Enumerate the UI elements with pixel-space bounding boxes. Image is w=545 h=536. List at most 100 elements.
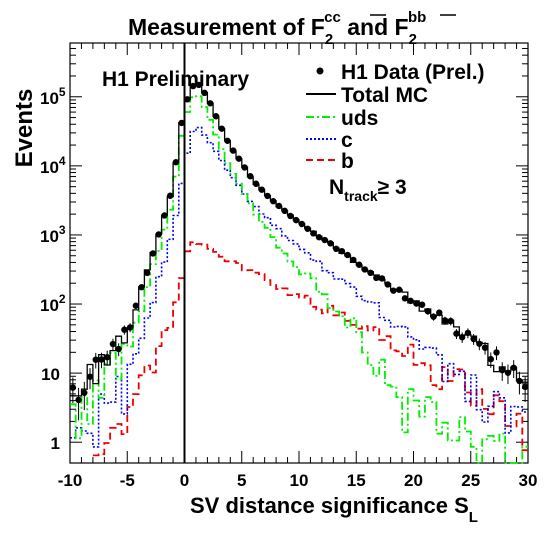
data-point <box>264 192 271 200</box>
data-point <box>212 113 220 120</box>
x-tick-label: 0 <box>180 471 189 490</box>
series-uds-histogram <box>70 95 528 464</box>
series-c-histogram <box>70 126 528 448</box>
legend-entry-uds: uds <box>306 107 378 130</box>
axis-ticks <box>69 42 529 463</box>
data-point <box>98 356 105 363</box>
data-point <box>155 231 162 238</box>
legend-entry-data: H1 Data (Prel.) <box>316 61 485 84</box>
legend-label-total: Total MC <box>341 84 428 107</box>
y-tick-exponent: 3 <box>59 223 66 237</box>
legend-marker-data <box>316 67 324 75</box>
series-b-histogram <box>92 241 528 457</box>
data-point <box>92 356 99 363</box>
data-point <box>418 301 426 308</box>
data-point <box>361 266 369 273</box>
data-point <box>207 100 214 107</box>
y-tick-base: 10 <box>40 227 59 246</box>
data-point <box>178 119 185 127</box>
legend-label-b: b <box>341 150 354 173</box>
title-sub-1: 2 <box>325 31 333 48</box>
data-point <box>424 308 432 315</box>
legend-label-data: H1 Data (Prel.) <box>341 61 485 84</box>
y-tick-exponent: 2 <box>59 292 66 306</box>
data-point <box>161 212 168 219</box>
data-point <box>350 256 357 264</box>
data-point <box>166 192 174 199</box>
data-point <box>292 216 300 224</box>
y-tick-label: 105 <box>40 85 66 108</box>
data-point <box>401 295 409 302</box>
legend: H1 Data (Prel.) Total MC uds c b <box>306 61 485 173</box>
data-point <box>138 284 145 291</box>
data-point <box>172 159 180 166</box>
data-point <box>470 335 477 343</box>
title-sup-1: cc <box>324 9 341 26</box>
title-middle: and F <box>341 14 409 40</box>
data-point <box>304 225 311 232</box>
data-point <box>281 207 288 215</box>
data-point <box>287 212 294 220</box>
x-tick-label: -5 <box>120 471 135 490</box>
data-point <box>436 309 443 316</box>
data-point <box>195 81 203 89</box>
data-point <box>310 230 317 237</box>
data-point <box>407 297 414 305</box>
y-tick-label: 104 <box>40 154 66 177</box>
data-point <box>75 396 82 404</box>
data-point <box>504 369 512 376</box>
ntrack-sub: track <box>344 188 378 204</box>
data-point <box>218 125 225 132</box>
y-tick-exponent: 4 <box>59 154 66 168</box>
data-point <box>373 274 380 282</box>
chart-title: Measurement of F2cc and F2bb <box>128 9 456 48</box>
data-point <box>144 269 151 277</box>
h1-preliminary-label: H1 Preliminary <box>102 68 249 91</box>
x-tick-label: 10 <box>290 471 309 490</box>
x-axis-label-main: SV distance significance S <box>190 493 469 518</box>
data-point <box>81 389 88 396</box>
data-point <box>493 349 500 356</box>
data-point <box>275 202 283 210</box>
legend-entry-c: c <box>306 129 353 152</box>
data-point <box>333 245 340 253</box>
data-point <box>132 302 140 309</box>
data-point <box>510 364 517 371</box>
y-tick-base: 10 <box>40 89 59 108</box>
data-point <box>86 373 94 380</box>
data-point <box>252 180 260 187</box>
y-axis-label: Events <box>11 89 38 168</box>
data-point <box>521 383 529 391</box>
ntrack-rest: ≥ 3 <box>378 176 407 199</box>
data-point <box>247 173 254 180</box>
data-point <box>327 240 334 247</box>
x-tick-label: 15 <box>347 471 366 490</box>
data-point <box>109 340 117 348</box>
title-sub-2: 2 <box>409 31 417 48</box>
data-point <box>126 324 134 331</box>
data-point <box>413 300 420 307</box>
data-point <box>367 269 374 277</box>
data-point <box>344 251 351 259</box>
y-tick-base: 10 <box>40 158 59 177</box>
data-point <box>516 377 523 385</box>
data-point <box>224 137 231 144</box>
data-point <box>481 344 489 351</box>
x-axis-label-sub: L <box>469 509 478 526</box>
data-point <box>487 355 494 363</box>
data-point <box>430 313 437 320</box>
x-tick-label: 5 <box>237 471 246 490</box>
svg-text:Measurement of F2cc and F2bb: Measurement of F2cc and F2bb <box>128 9 426 48</box>
x-tick-label: -10 <box>58 471 83 490</box>
data-point <box>258 186 265 193</box>
data-point <box>390 287 397 294</box>
legend-label-uds: uds <box>341 107 378 130</box>
data-point <box>338 248 346 255</box>
title-sup-2: bb <box>408 9 426 26</box>
data-point <box>241 164 248 171</box>
data-point <box>229 147 237 154</box>
x-axis-label: SV distance significance SL <box>190 493 478 526</box>
y-tick-base: 10 <box>40 296 59 315</box>
legend-entry-total: Total MC <box>306 84 428 107</box>
